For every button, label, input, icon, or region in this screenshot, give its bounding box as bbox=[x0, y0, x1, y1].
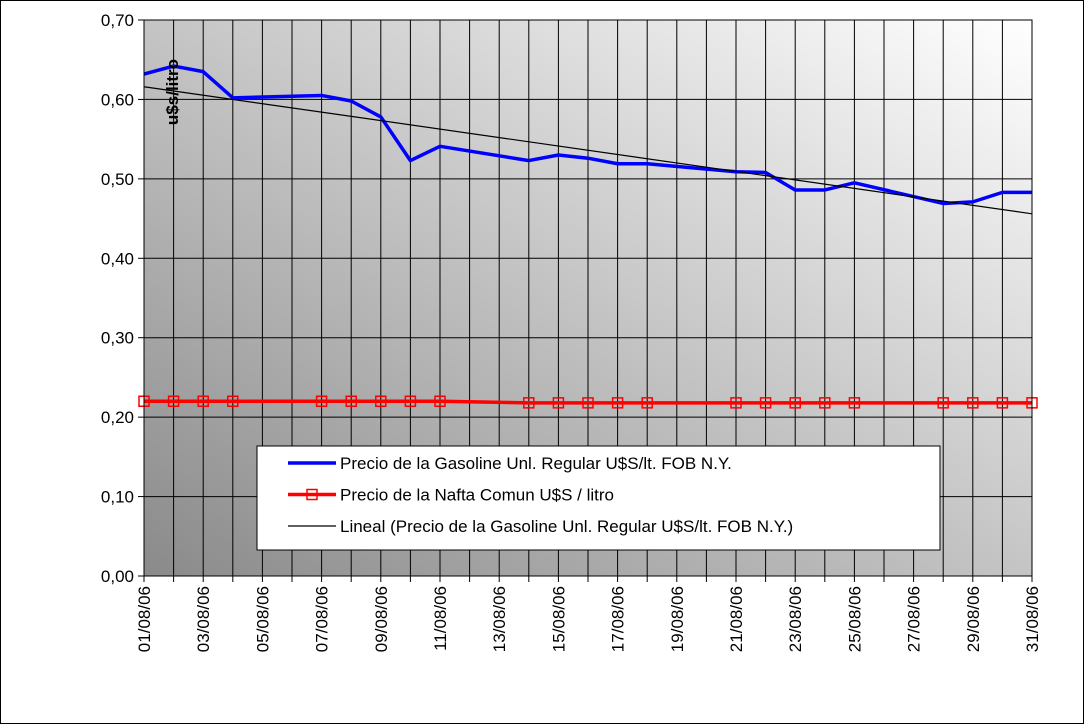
marker bbox=[315, 395, 328, 408]
y-axis-label: u$s/litro bbox=[163, 59, 182, 125]
plot-border bbox=[143, 19, 1033, 577]
marker bbox=[167, 395, 180, 408]
x-tick-label: 13/08/06 bbox=[490, 586, 509, 652]
marker bbox=[996, 397, 1009, 409]
x-tick-label: 21/08/06 bbox=[727, 586, 746, 652]
x-tick-label: 09/08/06 bbox=[372, 586, 391, 652]
legend-label: Precio de la Nafta Comun U$S / litro bbox=[340, 486, 614, 505]
marker bbox=[582, 397, 594, 409]
x-tick-label: 25/08/06 bbox=[845, 586, 864, 652]
marker bbox=[819, 397, 831, 409]
x-tick-label: 11/08/06 bbox=[431, 586, 450, 651]
y-tick-label: 0,70 bbox=[101, 11, 134, 30]
series-line bbox=[143, 86, 1033, 215]
marker bbox=[404, 395, 417, 408]
y-tick-label: 0,20 bbox=[101, 408, 134, 427]
y-tick-label: 0,50 bbox=[101, 170, 134, 189]
marker bbox=[789, 397, 801, 409]
x-tick-label: 27/08/06 bbox=[905, 586, 924, 652]
marker bbox=[434, 395, 446, 408]
marker bbox=[552, 397, 565, 409]
marker bbox=[937, 397, 949, 409]
legend-label: Precio de la Gasoline Unl. Regular U$S/l… bbox=[340, 454, 732, 473]
x-tick-label: 07/08/06 bbox=[313, 586, 332, 652]
marker bbox=[967, 397, 979, 409]
x-tick-label: 31/08/06 bbox=[1023, 586, 1042, 652]
y-tick-label: 0,10 bbox=[101, 488, 134, 507]
series-line bbox=[144, 399, 1032, 405]
y-tick-label: 0,30 bbox=[101, 329, 134, 348]
marker bbox=[730, 397, 742, 409]
legend-marker bbox=[306, 488, 318, 501]
x-tick-label: 17/08/06 bbox=[609, 586, 628, 652]
marker bbox=[227, 395, 239, 408]
y-tick-label: 0,40 bbox=[101, 249, 134, 268]
marker bbox=[611, 397, 624, 409]
y-tick-label: 0,60 bbox=[101, 90, 134, 109]
marker bbox=[375, 395, 387, 408]
x-tick-label: 23/08/06 bbox=[786, 586, 805, 652]
marker bbox=[759, 397, 772, 409]
y-tick-label: 0,00 bbox=[101, 567, 134, 586]
legend-box bbox=[256, 445, 941, 551]
x-tick-label: 19/08/06 bbox=[668, 586, 687, 652]
marker bbox=[197, 395, 209, 408]
series-line bbox=[143, 64, 1032, 206]
marker bbox=[848, 397, 861, 409]
marker bbox=[345, 395, 357, 408]
marker bbox=[523, 397, 535, 409]
x-tick-label: 15/08/06 bbox=[549, 586, 568, 652]
x-tick-label: 03/08/06 bbox=[194, 586, 213, 652]
x-tick-label: 29/08/06 bbox=[964, 586, 983, 652]
x-tick-label: 05/08/06 bbox=[253, 586, 272, 652]
x-tick-label: 01/08/06 bbox=[135, 586, 154, 652]
legend-label: Lineal (Precio de la Gasoline Unl. Regul… bbox=[340, 517, 793, 536]
marker bbox=[641, 397, 653, 409]
